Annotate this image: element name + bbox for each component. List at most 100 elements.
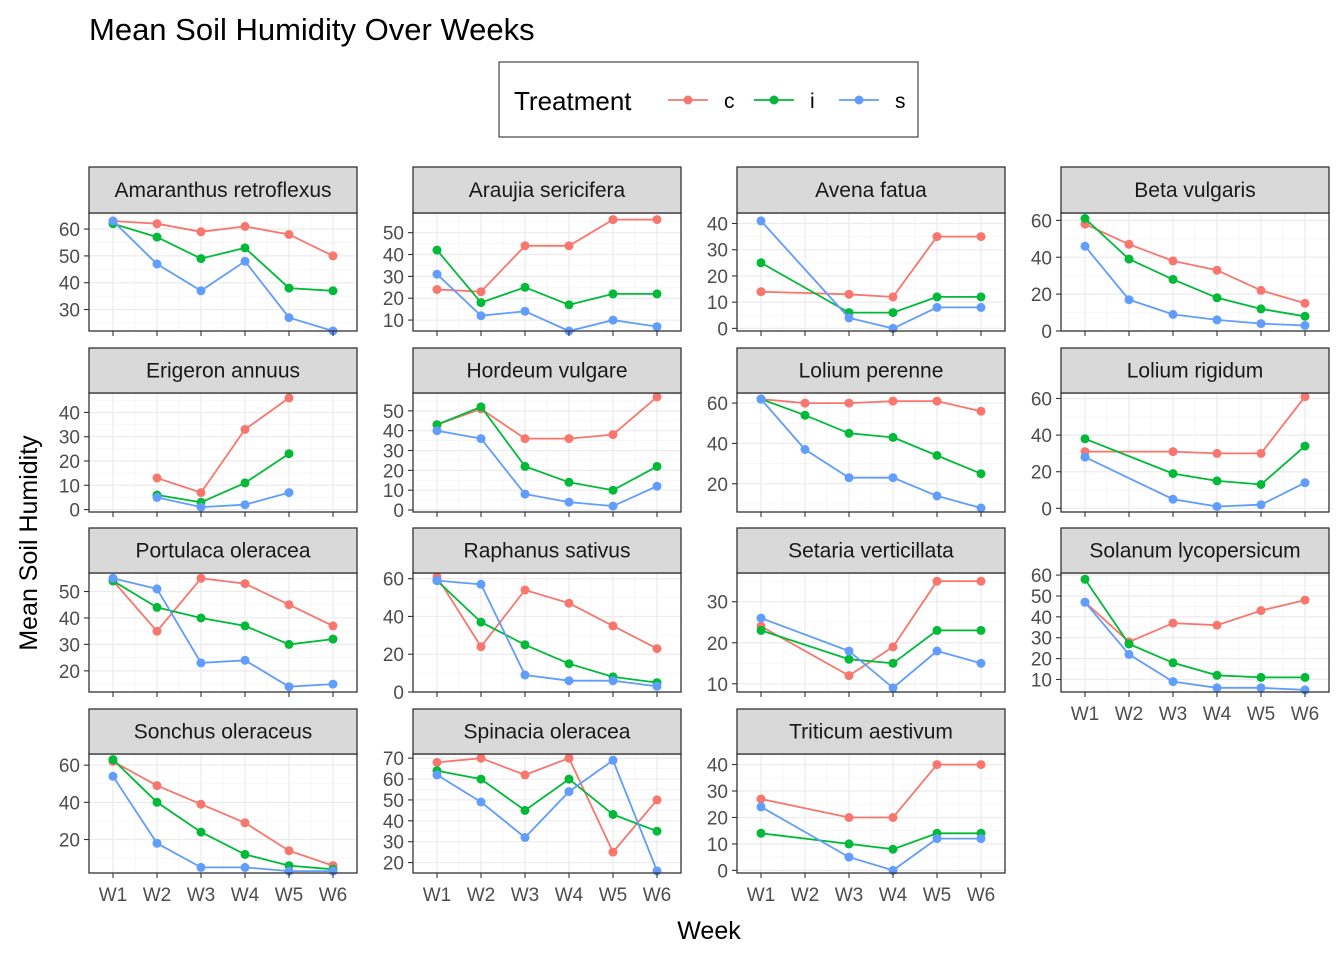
series-line-c (112, 577, 334, 633)
legend-key-point-i (769, 95, 779, 105)
data-point-c (844, 289, 854, 299)
data-point-c (520, 585, 530, 595)
series-line-c (156, 397, 290, 494)
series-line-i (112, 758, 334, 871)
data-point-c (976, 576, 986, 586)
facet-triticum-aestivum: Triticum aestivum 0 10 20 30 40 W1 W2 W3 W4 W5 W6 (707, 708, 1006, 906)
facet-strip-label: Araujia sericifera (469, 179, 626, 202)
data-point-i (476, 298, 486, 308)
data-point-s (1168, 677, 1178, 687)
data-point-i (432, 245, 442, 255)
data-point-s (520, 833, 530, 842)
data-point-s (1124, 649, 1134, 659)
data-point-i (800, 410, 810, 420)
data-point-c (1212, 620, 1222, 630)
y-tick-label: 20 (383, 289, 404, 310)
data-point-i (564, 659, 574, 669)
y-tick-label: 30 (707, 593, 728, 614)
data-point-c (1256, 606, 1266, 616)
series-line-s (436, 273, 658, 332)
y-tick-label: 50 (383, 791, 404, 812)
data-point-i (932, 451, 942, 460)
series-line-i (436, 579, 658, 684)
data-point-i (240, 849, 250, 859)
y-tick-label: 60 (59, 220, 80, 241)
data-point-s (564, 787, 574, 797)
facet-lolium-perenne: Lolium perenne 20 40 60 (707, 347, 1006, 517)
series-line-c (1084, 223, 1306, 305)
series-line-c (436, 757, 658, 854)
data-point-s (888, 473, 898, 483)
data-point-i (652, 826, 662, 836)
data-point-s (240, 655, 250, 665)
series-line-i (1084, 578, 1305, 679)
data-point-s (932, 302, 942, 312)
data-point-i (476, 617, 486, 627)
series-line-s (156, 491, 290, 509)
y-tick-label: 20 (383, 854, 404, 875)
data-point-c (1212, 265, 1222, 275)
y-tick-label: 30 (59, 635, 80, 656)
y-tick-label: 40 (707, 214, 728, 235)
y-tick-label: 10 (707, 293, 728, 314)
y-tick-label: 20 (59, 831, 80, 852)
x-tick-label: W2 (143, 885, 172, 906)
data-point-s (240, 500, 250, 510)
data-point-c (1168, 256, 1178, 266)
legend-label-c: c (724, 90, 735, 113)
y-tick-label: 20 (707, 475, 728, 496)
data-point-i (328, 634, 338, 644)
data-point-c (240, 818, 250, 828)
facet-sonchus-oleraceus: Sonchus oleraceus 20 40 60 W1 W2 W3 W4 W5 W6 (59, 708, 358, 906)
data-point-c (476, 287, 486, 297)
data-point-i (476, 402, 486, 412)
data-point-s (976, 658, 986, 668)
data-point-s (756, 802, 766, 812)
y-tick-label: 0 (393, 501, 404, 522)
data-point-s (932, 491, 942, 501)
data-point-s (844, 473, 854, 483)
data-point-i (1300, 311, 1310, 321)
data-point-i (196, 613, 206, 623)
data-point-c (888, 813, 898, 822)
data-point-i (196, 827, 206, 837)
data-point-c (756, 794, 766, 804)
data-point-c (284, 393, 294, 403)
y-tick-label: 60 (707, 394, 728, 415)
facet-strip-label: Spinacia oleracea (464, 721, 631, 744)
data-point-i (888, 844, 898, 854)
data-point-c (1168, 618, 1178, 628)
data-point-i (1300, 441, 1310, 451)
y-tick-label: 40 (1031, 608, 1052, 629)
data-point-c (652, 644, 662, 654)
y-tick-label: 20 (707, 808, 728, 829)
y-tick-label: 20 (383, 645, 404, 666)
y-tick-label: 60 (1031, 566, 1052, 587)
data-point-s (196, 658, 206, 668)
data-point-c (520, 770, 530, 780)
data-point-i (1124, 639, 1134, 649)
y-tick-label: 20 (1031, 650, 1052, 671)
data-point-c (608, 621, 618, 631)
y-tick-label: 40 (707, 434, 728, 455)
data-point-i (1168, 658, 1178, 668)
series-line-i (156, 452, 290, 504)
x-tick-label: W3 (835, 885, 864, 906)
series-line-i (112, 222, 334, 292)
y-tick-label: 20 (59, 662, 80, 683)
data-point-s (1256, 500, 1266, 510)
y-tick-label: 60 (383, 770, 404, 791)
data-point-i (284, 283, 294, 293)
data-point-s (652, 481, 662, 491)
facet-strip-label: Solanum lycopersicum (1089, 540, 1300, 563)
data-point-s (432, 576, 442, 586)
data-point-s (1212, 315, 1222, 325)
y-tick-label: 40 (59, 274, 80, 295)
data-point-i (844, 654, 854, 664)
data-point-s (1080, 452, 1090, 462)
data-point-i (1256, 480, 1266, 489)
data-point-i (652, 461, 662, 471)
facet-strip (1060, 347, 1330, 394)
